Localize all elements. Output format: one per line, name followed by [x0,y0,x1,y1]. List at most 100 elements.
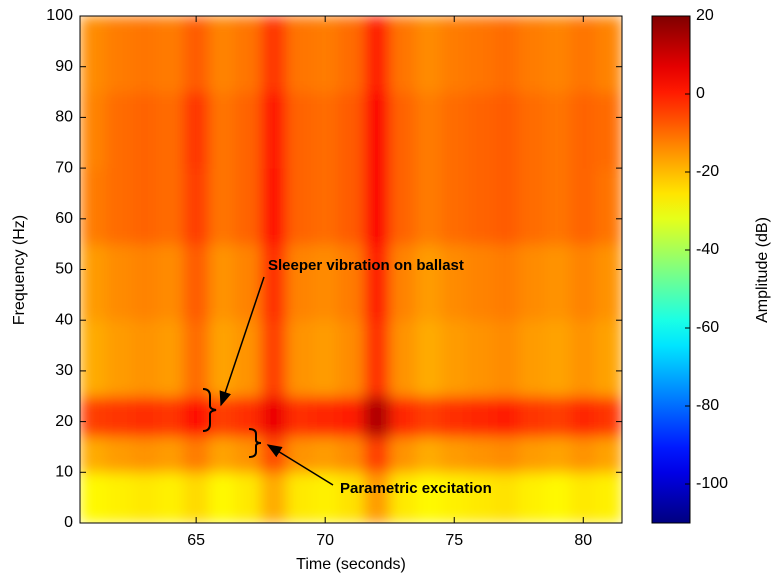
brace [202,388,217,432]
heatmap-cell [286,320,313,397]
heatmap-cell [492,16,520,93]
heatmap-cell [570,396,597,438]
heatmap-cells [80,16,622,523]
y-tick-label: 10 [55,464,73,481]
heatmap-cell [312,168,339,245]
heatmap-cell [183,436,210,473]
heatmap-cell [518,320,546,397]
y-tick-label: 30 [55,362,73,379]
heatmap-cell [441,244,468,321]
heatmap-cell [105,16,133,93]
heatmap-cell [131,320,158,397]
heatmap-cell [260,16,287,93]
heatmap-cell [467,168,494,245]
heatmap-cell [157,396,184,438]
heatmap-cell [492,92,520,169]
heatmap-cell [209,472,236,523]
heatmap-cell [80,16,107,93]
y-tick-label: 50 [55,261,73,278]
heatmap-cell [312,436,339,473]
heatmap-cell [492,168,520,245]
heatmap-cell [441,472,468,523]
heatmap-cell [312,92,339,169]
heatmap-cell [234,396,262,438]
heatmap-cell [415,436,442,473]
heatmap-cell [286,472,313,523]
heatmap-cell [441,320,468,397]
heatmap-cell [183,168,210,245]
heatmap-cell [234,472,262,523]
heatmap-cell [105,396,133,438]
heatmap-cell [157,16,184,93]
heatmap-cell [80,472,107,523]
heatmap-cell [338,436,365,473]
heatmap-cell [80,396,107,438]
heatmap-cell [389,436,417,473]
heatmap-cell [492,320,520,397]
heatmap-cell [131,244,158,321]
heatmap-cell [131,168,158,245]
heatmap-cell [80,320,107,397]
arrow [219,276,265,407]
heatmap-cell [209,16,236,93]
heatmap-cell [518,16,546,93]
heatmap-cell [518,436,546,473]
heatmap-cell [260,92,287,169]
heatmap-cell [338,320,365,397]
heatmap-cell [441,436,468,473]
heatmap-cell [544,396,571,438]
x-tick-label: 65 [187,532,205,549]
x-axis-label: Time (seconds) [296,556,406,573]
heatmap-cell [363,168,391,245]
heatmap-cell [105,436,133,473]
heatmap-cell [260,320,287,397]
heatmap-cell [157,168,184,245]
heatmap-cell [157,320,184,397]
heatmap-cell [363,16,391,93]
heatmap-cell [209,436,236,473]
heatmap-cell [105,92,133,169]
annotation-marks [202,276,334,486]
y-tick-label: 80 [55,109,73,126]
heatmap-cell [544,320,571,397]
heatmap-cell [389,92,417,169]
heatmap-cell [312,396,339,438]
heatmap-cell [363,396,391,438]
heatmap-cell [544,92,571,169]
heatmap-cell [209,92,236,169]
heatmap-cell [570,244,597,321]
heatmap-cell [441,16,468,93]
heatmap-cell [596,396,622,438]
heatmap-cell [415,320,442,397]
x-tick-label: 80 [574,532,592,549]
heatmap-cell [596,436,622,473]
heatmap-cell [157,436,184,473]
heatmap-cell [415,244,442,321]
heatmap-cell [415,92,442,169]
y-tick-label: 60 [55,210,73,227]
heatmap-cell [518,396,546,438]
colorbar-tick-label: -60 [696,319,719,336]
heatmap-cell [338,244,365,321]
heatmap-cell [544,472,571,523]
heatmap-cell [286,244,313,321]
y-tick-label: 40 [55,311,73,328]
heatmap-cell [312,16,339,93]
heatmap-cell [518,244,546,321]
heatmap-cell [389,168,417,245]
heatmap-cell [338,92,365,169]
heatmap-cell [234,244,262,321]
heatmap-cell [467,320,494,397]
y-tick-label: 70 [55,159,73,176]
heatmap-cell [570,92,597,169]
heatmap-cell [209,320,236,397]
heatmap-cell [570,168,597,245]
heatmap-cell [157,92,184,169]
heatmap-cell [570,320,597,397]
heatmap-cell [492,396,520,438]
heatmap-cell [80,92,107,169]
heatmap-cell [596,244,622,321]
heatmap-cell [209,168,236,245]
heatmap-cell [467,472,494,523]
heatmap-cell [544,168,571,245]
